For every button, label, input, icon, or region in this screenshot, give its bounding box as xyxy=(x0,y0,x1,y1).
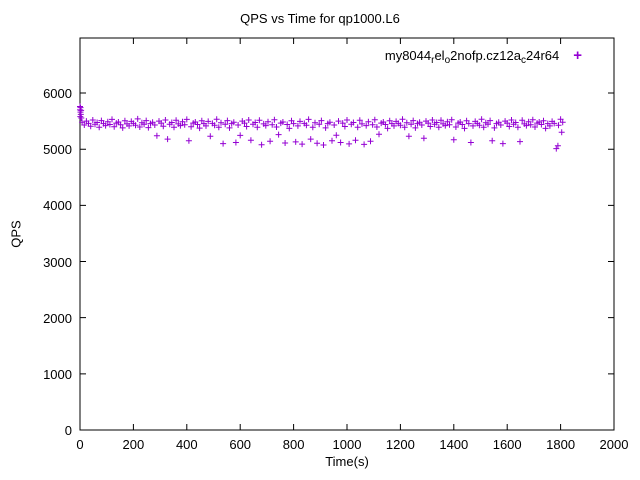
legend-plus-marker-icon: + xyxy=(573,47,582,64)
x-tick-label: 800 xyxy=(282,437,305,452)
x-tick-label: 1800 xyxy=(546,437,576,452)
y-tick-label: 4000 xyxy=(43,198,72,214)
chart-title: QPS vs Time for qp1000.L6 xyxy=(240,11,400,26)
x-tick-label: 1600 xyxy=(492,437,522,452)
legend-label-segment: 2nofp.cz12a xyxy=(450,48,521,63)
legend-series-label: my8044relo2nofp.cz12ac24r64 xyxy=(385,48,559,66)
x-tick-label: 400 xyxy=(175,437,198,452)
legend-label-segment: el xyxy=(434,48,445,63)
axis-ticks xyxy=(79,38,615,431)
y-tick-label: 1000 xyxy=(43,366,72,382)
legend-label-segment: r xyxy=(431,55,435,66)
x-axis-label: Time(s) xyxy=(325,454,369,469)
y-tick-label: 6000 xyxy=(43,86,72,102)
y-tick-label: 3000 xyxy=(43,254,72,270)
legend-label-segment: c xyxy=(520,55,526,66)
x-tick-label: 1000 xyxy=(332,437,362,452)
y-tick-label: 2000 xyxy=(43,310,72,326)
x-tick-label: 600 xyxy=(229,437,252,452)
x-tick-label: 1200 xyxy=(385,437,415,452)
x-tick-label: 0 xyxy=(76,437,84,452)
legend-label-segment: my8044 xyxy=(384,48,432,63)
scatter-points xyxy=(77,103,566,152)
y-tick-label: 5000 xyxy=(43,142,72,158)
x-tick-label: 200 xyxy=(122,437,145,452)
x-tick-label: 2000 xyxy=(599,437,629,452)
legend: my8044relo2nofp.cz12ac24r64 + xyxy=(385,48,582,66)
y-axis-label: QPS xyxy=(8,220,24,248)
legend-label-segment: 24r64 xyxy=(525,48,560,63)
legend-label-segment: o xyxy=(444,55,451,66)
y-tick-label: 0 xyxy=(64,423,72,438)
x-tick-label: 1400 xyxy=(439,437,469,452)
plot-border xyxy=(79,37,615,431)
